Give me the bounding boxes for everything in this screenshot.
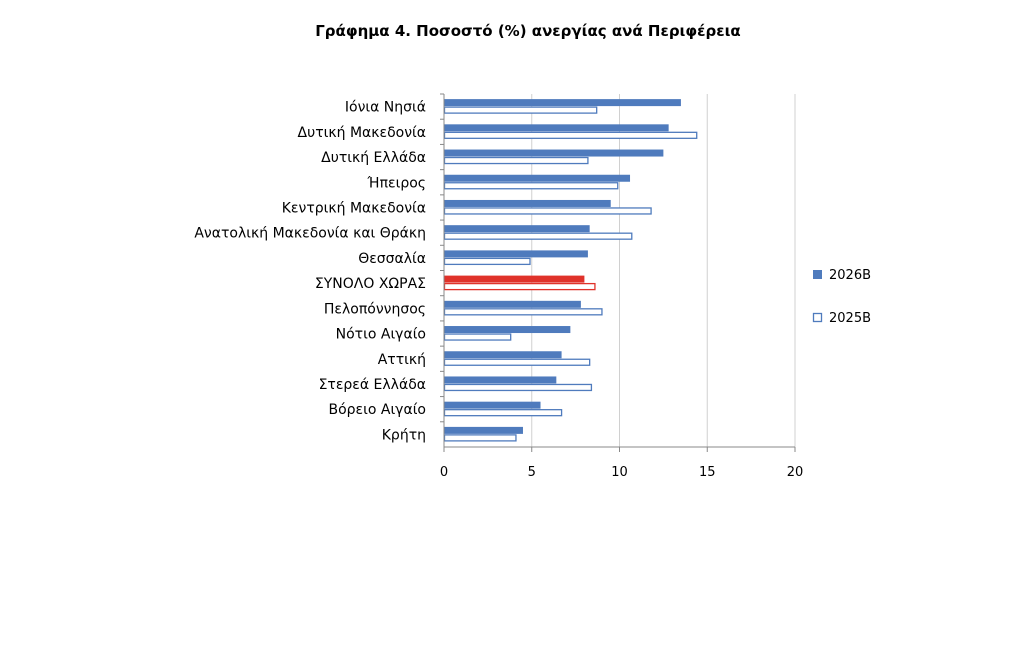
- x-tick-label: 15: [699, 465, 716, 480]
- bar-2026b: [444, 124, 669, 132]
- x-tick-label: 5: [528, 465, 536, 480]
- category-label: Πελοπόννησος: [324, 301, 426, 317]
- bar-2026b: [444, 376, 557, 384]
- legend-swatch-2025b: [812, 312, 823, 323]
- grid: [531, 94, 796, 447]
- bar-2026b: [444, 149, 664, 157]
- bar-2026b: [444, 225, 590, 233]
- category-label: Νότιο Αιγαίο: [336, 327, 426, 343]
- category-label: Αττική: [378, 352, 426, 368]
- bar-2025b: [443, 282, 596, 291]
- bar-2025b: [443, 383, 593, 392]
- x-tick-label: 10: [611, 465, 628, 480]
- bar-2025b: [443, 131, 698, 139]
- legend-label-2026b: 2026Β: [829, 268, 871, 283]
- category-label: Κρήτη: [382, 427, 426, 443]
- category-label: Στερεά Ελλάδα: [319, 377, 426, 393]
- x-tick-label: 0: [440, 465, 448, 480]
- bar-2025b: [443, 207, 652, 215]
- category-label: Κεντρική Μακεδονία: [282, 200, 426, 216]
- bar-2025b: [443, 257, 531, 266]
- bar-2025b: [443, 333, 512, 341]
- bar-2026b: [444, 199, 611, 207]
- bar-2026b: [444, 275, 585, 283]
- category-label: Δυτική Μακεδονία: [298, 125, 426, 141]
- bar-2026b: [444, 426, 523, 434]
- category-label: Ιόνια Νησιά: [345, 100, 426, 116]
- chart-title: Γράφημα 4. Ποσοστό (%) ανεργίας ανά Περι…: [315, 22, 741, 40]
- bars: [443, 99, 698, 442]
- bar-2025b: [443, 232, 633, 240]
- category-label: Ήπειρος: [366, 175, 426, 191]
- bar-2025b: [443, 358, 591, 366]
- category-label: Θεσσαλία: [358, 251, 426, 267]
- bar-2025b: [443, 106, 598, 114]
- legend-swatch-2026b: [813, 270, 822, 279]
- legend: 2026Β 2025Β: [812, 268, 871, 326]
- bar-2025b: [443, 409, 563, 417]
- bar-2026b: [444, 99, 681, 107]
- bar-2026b: [444, 401, 541, 409]
- bar-2026b: [444, 326, 571, 334]
- bar-2025b: [443, 308, 603, 316]
- bar-2026b: [444, 174, 631, 182]
- bar-2026b: [444, 300, 581, 308]
- bar-2026b: [444, 351, 562, 359]
- bar-2025b: [443, 156, 589, 165]
- bar-2025b: [443, 434, 517, 442]
- legend-label-2025b: 2025Β: [829, 311, 871, 326]
- axes: 0 5 10 15 20 Ιόνια Νησιά Δυτική Μακεδονία Δυτικ…: [194, 93, 804, 480]
- x-tick-label: 20: [787, 465, 804, 480]
- category-label: Δυτική Ελλάδα: [321, 150, 426, 166]
- bar-2026b: [444, 250, 588, 258]
- category-label: Βόρειο Αιγαίο: [328, 402, 426, 418]
- category-label: ΣΥΝΟΛΟ ΧΩΡΑΣ: [315, 276, 426, 292]
- bar-2025b: [443, 182, 619, 190]
- category-label: Ανατολική Μακεδονία και Θράκη: [194, 226, 426, 242]
